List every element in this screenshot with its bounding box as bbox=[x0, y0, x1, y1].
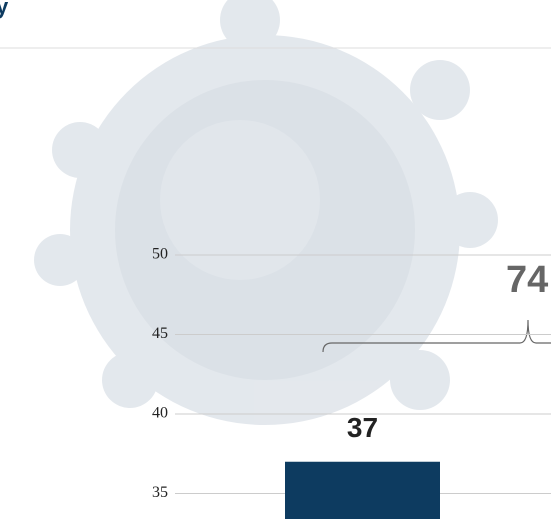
y-tick-label: 40 bbox=[152, 405, 168, 422]
data-label: 37 bbox=[347, 412, 378, 443]
chart-title: y bbox=[0, 0, 9, 19]
y-tick-label: 45 bbox=[152, 325, 168, 342]
background-virus bbox=[34, 0, 498, 425]
annotation-bracket bbox=[322, 319, 551, 353]
y-tick-label: 35 bbox=[152, 484, 168, 501]
y-tick-label: 50 bbox=[152, 246, 168, 263]
annotation: 74 bbox=[506, 259, 548, 301]
bar bbox=[285, 461, 440, 519]
